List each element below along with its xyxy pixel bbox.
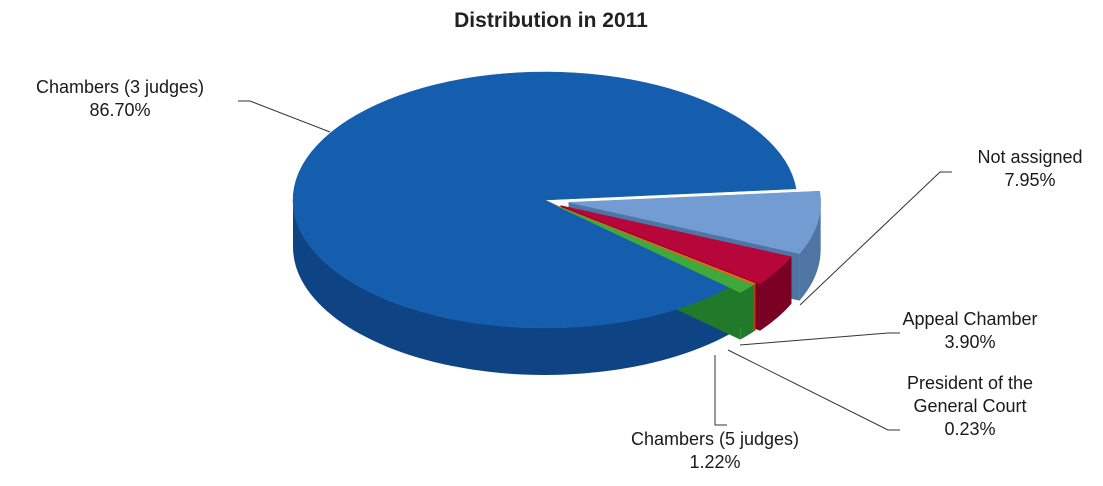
slice-label-2: Appeal Chamber 3.90%	[902, 309, 1037, 352]
leader-line-1	[799, 171, 952, 306]
slice-name-2-0: Appeal Chamber	[902, 309, 1037, 329]
slice-value-2: 3.90%	[944, 332, 995, 352]
slice-value-1: 7.95%	[1004, 170, 1055, 190]
slice-label-1: Not assigned 7.95%	[977, 147, 1082, 190]
chart-title: Distribution in 2011	[454, 9, 648, 32]
slice-value-3: 0.23%	[944, 419, 995, 439]
leader-line-3	[727, 349, 900, 431]
pie-tops	[292, 71, 821, 329]
slice-top-3	[555, 204, 757, 286]
slice-value-0: 86.70%	[89, 100, 150, 120]
leader-line-2	[739, 332, 900, 346]
leader-lines	[238, 100, 952, 431]
slice-side-0-0	[293, 200, 730, 376]
slice-name-1-0: Not assigned	[977, 147, 1082, 167]
leader-line-0	[238, 100, 331, 133]
slice-top-0	[292, 71, 797, 329]
slice-label-0: Chambers (3 judges) 86.70%	[36, 77, 204, 120]
slice-labels: Chambers (3 judges) 86.70% Not assigned 7.9…	[36, 77, 1083, 472]
slice-name-0-0: Chambers (3 judges)	[36, 77, 204, 97]
slice-value-4: 1.22%	[689, 452, 740, 472]
slice-name-3-1: General Court	[913, 396, 1026, 416]
slice-label-3: President of the General Court 0.23%	[907, 373, 1033, 439]
slice-name-4-0: Chambers (5 judges)	[631, 429, 799, 449]
slice-top-4	[555, 205, 754, 293]
slice-label-4: Chambers (5 judges) 1.22%	[631, 429, 799, 472]
slice-top-2	[560, 205, 792, 284]
slice-name-3-0: President of the	[907, 373, 1033, 393]
slice-top-1	[568, 190, 821, 254]
slice-side-1-0	[799, 202, 821, 301]
leader-line-4	[714, 355, 727, 426]
